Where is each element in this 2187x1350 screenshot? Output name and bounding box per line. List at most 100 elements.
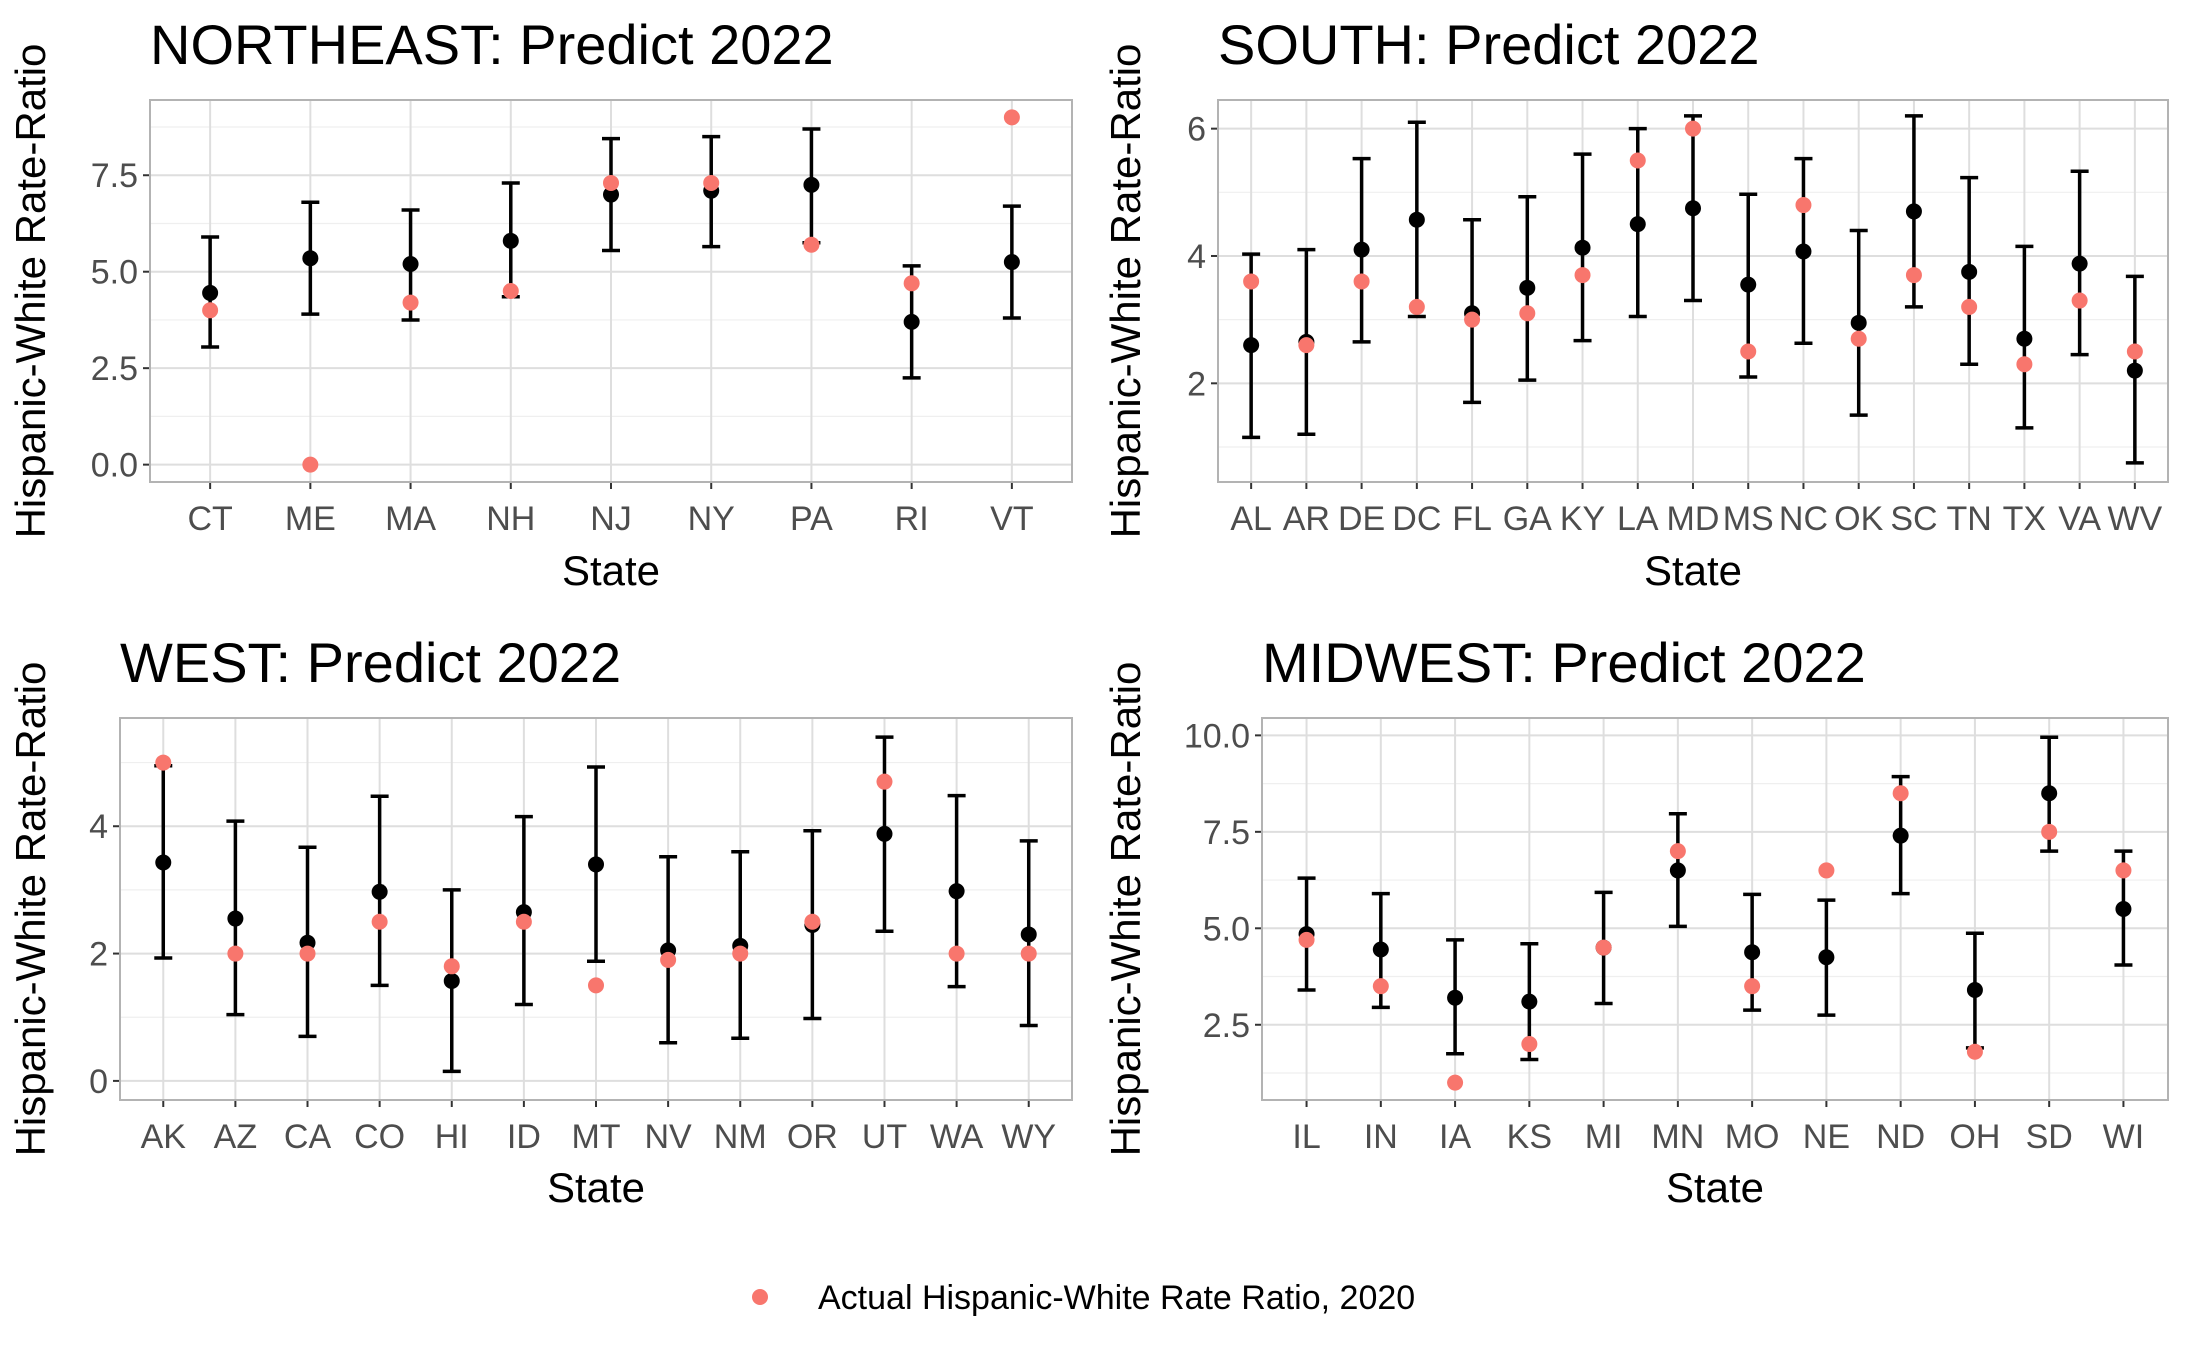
predicted-point-la (1629, 216, 1646, 233)
actual-point-ri (903, 275, 920, 292)
series-actual (1298, 785, 2132, 1091)
chart-panel-2: 2 4 6 AL AR DE DC FL GA KY LA MD MS NC OK SC TN TX VA WV SOU… (1102, 13, 2169, 594)
actual-point-mi (1595, 939, 1612, 956)
predicted-point-md (1685, 200, 1701, 217)
actual-point-wa (948, 945, 965, 962)
predicted-point-pa (803, 176, 820, 193)
actual-point-vt (1003, 109, 1020, 126)
x-tick-label-wv: WV (2107, 500, 2162, 538)
y-tick-label: 2 (89, 936, 108, 974)
actual-point-wv (2126, 343, 2143, 360)
y-tick-label: 2.5 (1203, 1007, 1250, 1045)
x-tick-label-wa: WA (930, 1118, 984, 1156)
x-tick-label-ca: CA (284, 1118, 332, 1156)
predicted-point-me (302, 250, 319, 267)
actual-point-me (302, 456, 319, 473)
actual-point-oh (1966, 1043, 1983, 1060)
legend-key-actual (752, 1289, 768, 1305)
chart-panel-1: 0.0 2.5 5.0 7.5 CT ME MA NH NJ NY PA RI VT NORTHEAST:… (7, 13, 1073, 594)
x-tick-label-pa: PA (790, 500, 833, 538)
x-tick-label-il: IL (1292, 1118, 1320, 1156)
x-tick-label-ri: RI (895, 500, 929, 538)
predicted-point-wi (2115, 901, 2132, 917)
actual-point-ar (1298, 337, 1315, 354)
series-predicted (1297, 735, 2133, 1062)
actual-point-ny (703, 174, 720, 191)
x-tick-label-ar: AR (1283, 500, 1330, 538)
predicted-point-al (1243, 337, 1260, 354)
actual-point-ia (1447, 1074, 1464, 1091)
predicted-point-sc (1905, 203, 1922, 220)
x-tick-label-mo: MO (1725, 1118, 1780, 1156)
y-tick-label: 5.0 (1203, 910, 1250, 948)
actual-point-ma (402, 294, 419, 311)
x-tick-label-ia: IA (1439, 1118, 1471, 1156)
x-tick-label-hi: HI (435, 1118, 469, 1156)
predicted-point-vt (1003, 254, 1020, 271)
actual-point-hi (443, 958, 460, 975)
predicted-point-mo (1744, 944, 1761, 961)
y-tick-label: 4 (89, 808, 108, 846)
y-axis-title: Hispanic-White Rate-Ratio (1102, 662, 1149, 1157)
predicted-point-mt (588, 856, 604, 873)
y-tick-label: 0 (89, 1063, 108, 1101)
panel-border (149, 99, 1073, 483)
x-tick-label-va: VA (2058, 500, 2101, 538)
panel-border (1261, 717, 2169, 1101)
actual-point-ok (1850, 330, 1867, 347)
predicted-point-mn (1669, 862, 1686, 879)
actual-point-id (515, 913, 532, 930)
predicted-point-de (1353, 241, 1370, 258)
x-tick-label-mt: MT (571, 1118, 620, 1156)
x-tick-label-mi: MI (1585, 1118, 1623, 1156)
predicted-point-wv (2126, 362, 2143, 379)
x-tick-label-id: ID (507, 1118, 541, 1156)
actual-point-tn (1961, 298, 1978, 315)
gridlines (1262, 718, 2168, 1100)
actual-point-ca (299, 945, 316, 962)
panel-border (119, 717, 1073, 1101)
series-actual (155, 754, 1037, 994)
actual-point-ky (1574, 267, 1591, 284)
actual-point-co (371, 913, 388, 930)
chart-panel-3: 0 2 4 AK AZ CA CO HI ID MT NV NM OR UT WA WY WEST: Predi… (7, 631, 1073, 1211)
y-tick-label: 7.5 (91, 157, 138, 195)
x-tick-label-tn: TN (1946, 500, 1991, 538)
predicted-point-nc (1795, 243, 1812, 260)
x-tick-label-ma: MA (385, 500, 436, 538)
x-tick-label-sc: SC (1890, 500, 1937, 538)
x-tick-label-fl: FL (1452, 500, 1492, 538)
panel-title: SOUTH: Predict 2022 (1218, 13, 1760, 76)
y-tick-label: 2.5 (91, 350, 138, 388)
y-axis-title: Hispanic-White Rate-Ratio (1102, 44, 1149, 539)
actual-point-ms (1740, 343, 1757, 360)
x-tick-label-ne: NE (1803, 1118, 1850, 1156)
gridlines (150, 100, 1072, 482)
actual-point-va (2071, 292, 2088, 309)
actual-point-dc (1408, 298, 1425, 315)
actual-point-al (1243, 273, 1260, 290)
actual-point-wi (2115, 862, 2132, 879)
actual-point-nh (502, 283, 519, 299)
actual-point-wy (1020, 945, 1037, 962)
x-tick-label-nd: ND (1876, 1118, 1925, 1156)
x-tick-label-nj: NJ (590, 500, 632, 538)
predicted-point-ri (903, 313, 920, 330)
series-actual (1243, 120, 2143, 373)
predicted-point-tn (1961, 263, 1978, 280)
actual-point-fl (1464, 311, 1481, 328)
actual-point-de (1353, 273, 1370, 290)
x-tick-label-md: MD (1667, 500, 1720, 538)
x-tick-label-ny: NY (688, 500, 735, 538)
legend: Actual Hispanic-White Rate Ratio, 2020 (752, 1279, 1415, 1317)
chart-panel-4: 2.5 5.0 7.5 10.0 IL IN IA KS MI MN MO NE ND OH SD WI MID… (1102, 631, 2169, 1211)
predicted-point-in (1372, 941, 1389, 958)
predicted-point-ga (1519, 279, 1536, 296)
chart-panels: 0.0 2.5 5.0 7.5 CT ME MA NH NJ NY PA RI VT NORTHEAST:… (7, 13, 2169, 1211)
actual-point-ak (155, 754, 172, 771)
actual-point-nv (660, 951, 677, 968)
x-tick-label-oh: OH (1949, 1118, 2000, 1156)
actual-point-nd (1892, 785, 1909, 802)
predicted-point-ct (202, 284, 219, 301)
predicted-point-dc (1408, 211, 1425, 228)
